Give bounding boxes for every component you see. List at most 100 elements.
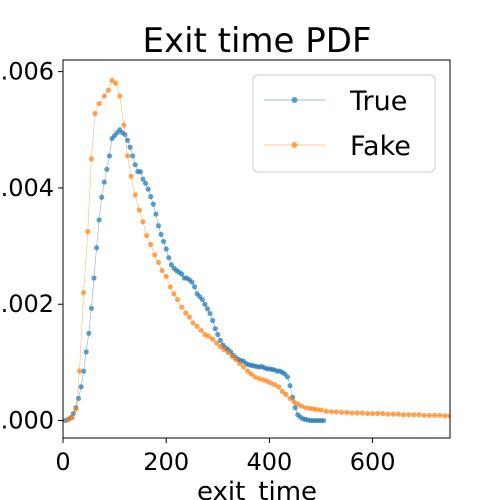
x-tick-label: 200 bbox=[143, 448, 189, 476]
data-point-true bbox=[142, 180, 149, 186]
legend-marker-true bbox=[291, 97, 298, 103]
data-point-fake bbox=[65, 416, 71, 422]
data-point-fake bbox=[256, 376, 262, 382]
data-point-fake bbox=[421, 412, 427, 418]
legend-marker-fake bbox=[291, 142, 298, 148]
data-point-true bbox=[88, 305, 94, 311]
data-point-true bbox=[150, 201, 156, 207]
data-point-fake bbox=[390, 411, 396, 417]
data-point-true bbox=[163, 246, 169, 252]
data-point-fake bbox=[210, 336, 216, 342]
data-point-true bbox=[179, 271, 185, 277]
data-point-true bbox=[204, 306, 211, 312]
data-point-fake bbox=[121, 122, 127, 128]
data-point-fake bbox=[411, 412, 417, 418]
data-point-true bbox=[124, 137, 131, 143]
data-point-fake bbox=[267, 380, 274, 386]
data-point-fake bbox=[148, 241, 154, 247]
data-point-true bbox=[202, 301, 208, 307]
data-point-fake bbox=[375, 410, 381, 417]
data-point-true bbox=[287, 383, 293, 389]
data-point-fake bbox=[109, 77, 115, 83]
data-point-fake bbox=[318, 407, 324, 413]
data-point-fake bbox=[298, 403, 304, 409]
data-point-fake bbox=[314, 406, 320, 413]
data-point-true bbox=[78, 384, 84, 390]
data-point-true bbox=[99, 194, 105, 200]
data-point-true bbox=[161, 238, 167, 245]
legend-frame bbox=[252, 74, 436, 173]
data-point-fake bbox=[163, 273, 169, 279]
data-point-true bbox=[320, 417, 327, 424]
data-point-fake bbox=[92, 110, 98, 117]
data-point-fake bbox=[287, 395, 293, 402]
data-point-fake bbox=[426, 412, 432, 418]
data-point-fake bbox=[279, 388, 285, 395]
data-point-true bbox=[130, 153, 136, 159]
data-point-true bbox=[104, 166, 110, 172]
data-point-fake bbox=[159, 267, 165, 274]
y-tick-label: .000 bbox=[1, 407, 54, 435]
data-point-true bbox=[137, 169, 143, 175]
data-point-fake bbox=[117, 93, 123, 99]
data-point-true bbox=[166, 255, 172, 261]
data-point-fake bbox=[88, 156, 94, 162]
chart-title: Exit time PDF bbox=[142, 21, 371, 61]
data-point-fake bbox=[101, 93, 107, 99]
data-point-fake bbox=[85, 228, 91, 235]
data-point-true bbox=[284, 374, 291, 380]
data-point-true bbox=[158, 231, 164, 238]
data-point-fake bbox=[183, 310, 189, 316]
data-point-fake bbox=[124, 153, 131, 159]
legend-label-fake: Fake bbox=[350, 131, 411, 162]
data-point-true bbox=[148, 194, 154, 200]
data-point-fake bbox=[339, 409, 345, 416]
data-point-fake bbox=[233, 356, 239, 363]
data-point-fake bbox=[380, 410, 386, 417]
data-point-fake bbox=[217, 344, 223, 350]
data-point-fake bbox=[248, 371, 254, 377]
data-point-fake bbox=[370, 410, 376, 417]
data-point-fake bbox=[140, 219, 146, 225]
data-point-fake bbox=[81, 290, 87, 296]
data-point-fake bbox=[333, 409, 340, 415]
series-true bbox=[63, 127, 327, 424]
data-point-fake bbox=[400, 412, 407, 418]
data-point-fake bbox=[179, 304, 185, 310]
data-point-fake bbox=[406, 412, 412, 418]
data-point-true bbox=[81, 368, 87, 374]
data-point-fake bbox=[73, 406, 79, 412]
data-point-fake bbox=[221, 347, 227, 353]
data-point-fake bbox=[364, 410, 371, 417]
data-point-true bbox=[155, 223, 162, 229]
data-point-fake bbox=[143, 233, 150, 239]
x-tick-label: 600 bbox=[350, 448, 396, 476]
data-point-fake bbox=[194, 323, 200, 329]
y-tick-label: .004 bbox=[1, 174, 54, 202]
data-point-true bbox=[132, 162, 138, 168]
data-point-true bbox=[207, 310, 213, 317]
data-point-fake bbox=[442, 413, 448, 419]
data-point-fake bbox=[105, 87, 112, 93]
y-tick-label: .002 bbox=[1, 290, 54, 318]
data-point-true bbox=[217, 337, 223, 343]
data-point-fake bbox=[416, 412, 422, 418]
data-point-true bbox=[127, 144, 133, 150]
data-point-fake bbox=[69, 415, 75, 421]
data-point-fake bbox=[302, 405, 309, 411]
data-point-fake bbox=[76, 368, 83, 374]
data-point-fake bbox=[349, 410, 355, 416]
data-point-fake bbox=[198, 327, 204, 334]
legend-label-true: True bbox=[349, 86, 407, 117]
plot-frame bbox=[62, 59, 451, 439]
data-point-true bbox=[210, 317, 216, 324]
data-point-fake bbox=[96, 101, 102, 107]
data-point-true bbox=[191, 284, 198, 290]
data-point-true bbox=[106, 153, 113, 159]
data-point-fake bbox=[225, 349, 231, 356]
data-point-fake bbox=[437, 412, 443, 418]
data-point-true bbox=[212, 326, 218, 332]
data-point-true bbox=[101, 179, 107, 185]
data-point-fake bbox=[167, 284, 173, 290]
data-point-fake bbox=[271, 381, 278, 388]
